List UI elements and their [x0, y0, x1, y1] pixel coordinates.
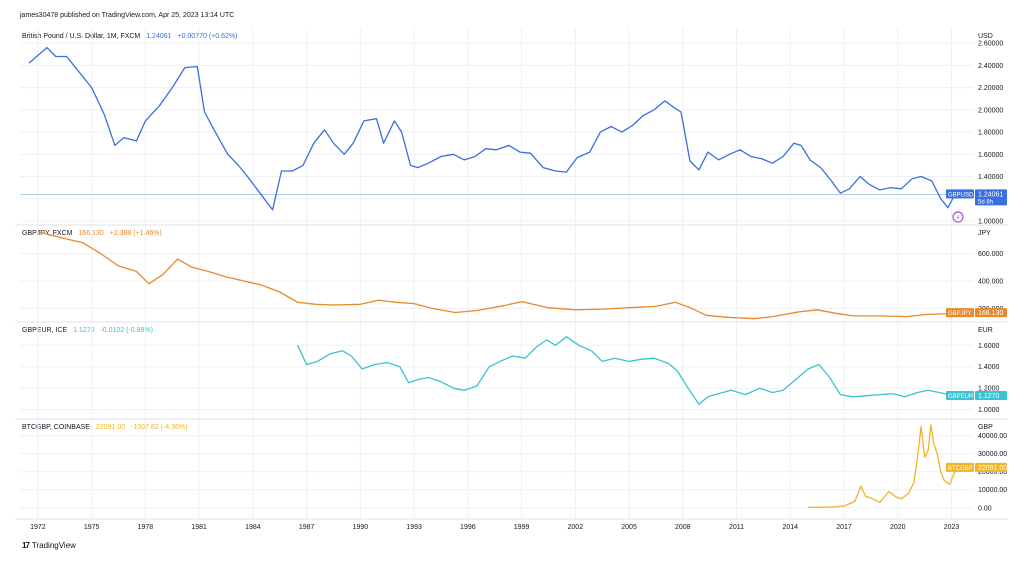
btcgbp-badge-value-bg — [975, 462, 1007, 472]
gbpeur-badge-symbol-bg — [946, 391, 974, 401]
time-axis-label: 2017 — [836, 524, 852, 531]
time-axis-label: 1978 — [138, 524, 154, 531]
gbpeur-badge-value: 1.1270 — [978, 393, 1000, 400]
publish-header: james30478 published on TradingView.com,… — [20, 12, 235, 19]
gbpusd-tick-label: 1.60000 — [978, 152, 1003, 159]
btcgbp-series-line — [808, 424, 958, 509]
gbpusd-tick-label: 2.60000 — [978, 41, 1003, 48]
gbpusd-badge-symbol: GBPUSD — [948, 192, 974, 198]
gbpusd-badge-symbol-bg — [946, 189, 974, 199]
gbpusd-badge-countdown: 5d 8h — [978, 199, 993, 205]
time-axis-label: 1972 — [30, 524, 46, 531]
btcgbp-tick-label: 0.00 — [978, 505, 992, 512]
time-axis-label: 1975 — [84, 524, 100, 531]
time-axis-label: 1987 — [299, 524, 315, 531]
btcgbp-tick-label: 10000.00 — [978, 487, 1007, 494]
gbpusd-change: +0.00770 (+0.62%) — [177, 33, 238, 40]
gbpusd-last-value: 1.24061 — [146, 33, 172, 40]
gbpjpy-badge-value-bg — [975, 308, 1007, 318]
gbpusd-unit-label: USD — [978, 33, 993, 40]
gbpusd-series-line — [28, 46, 956, 211]
gbpusd-tick-label: 2.40000 — [978, 63, 1003, 70]
gbpjpy-tick-label: 400.000 — [978, 279, 1003, 286]
gbpjpy-badge-symbol-bg — [946, 308, 974, 318]
btcgbp-legend: BTCGBP, COINBASE 22091.00 -1007.82 (-4.3… — [22, 424, 187, 431]
gbpeur-tick-label: 1.2000 — [978, 386, 1000, 393]
btcgbp-tick-label: 20000.00 — [978, 469, 1007, 476]
btcgbp-title: BTCGBP, COINBASE — [22, 424, 90, 431]
gbpeur-legend: GBPEUR, ICE 1.1270 -0.0102 (-0.89%) — [22, 327, 153, 334]
gbpeur-series-line — [297, 336, 958, 405]
time-axis-label: 2005 — [621, 524, 637, 531]
gbpusd-badge-value: 1.24061 — [978, 191, 1003, 198]
gbpeur-change: -0.0102 (-0.89%) — [100, 327, 153, 334]
gbpeur-unit-label: EUR — [978, 327, 993, 334]
gbpjpy-last-value: 166.130 — [78, 230, 104, 237]
btcgbp-tick-label: 30000.00 — [978, 451, 1007, 458]
time-axis-label: 2011 — [729, 524, 744, 531]
btcgbp-badge-value: 22091.00 — [978, 465, 1007, 472]
gbpjpy-badge-value: 166.130 — [978, 310, 1003, 317]
btcgbp-unit-label: GBP — [978, 424, 993, 431]
gbpjpy-tick-label: 600.000 — [978, 251, 1003, 258]
event-marker-glyph: ⚡ — [956, 214, 961, 222]
gbpjpy-series-line — [37, 231, 956, 320]
gbpjpy-change: +2.388 (+1.46%) — [109, 230, 162, 237]
btcgbp-tick-label: 40000.00 — [978, 433, 1007, 440]
gbpeur-tick-label: 1.0000 — [978, 407, 1000, 414]
time-axis-label: 1990 — [353, 524, 369, 531]
gbpeur-badge-symbol: GBPEUR — [948, 394, 974, 400]
time-axis-label: 1993 — [406, 524, 422, 531]
gbpusd-tick-label: 2.00000 — [978, 107, 1003, 114]
gbpeur-badge-value-bg — [975, 391, 1007, 401]
gbpusd-tick-label: 1.80000 — [978, 130, 1003, 137]
gbpusd-tick-label: 1.00000 — [978, 219, 1003, 226]
time-axis-label: 2008 — [675, 524, 691, 531]
time-axis-label: 1996 — [460, 524, 476, 531]
gbpusd-title: British Pound / U.S. Dollar, 1M, FXCM — [22, 33, 141, 40]
gbpjpy-unit-label: JPY — [978, 230, 991, 237]
tradingview-footer: 17 TradingView — [22, 541, 76, 550]
gbpeur-tick-label: 1.6000 — [978, 343, 1000, 350]
time-axis-label: 2014 — [782, 524, 798, 531]
gbpeur-last-value: 1.1270 — [73, 327, 95, 334]
time-axis-label: 1999 — [514, 524, 530, 531]
time-axis-label: 2023 — [944, 524, 960, 531]
event-marker-icon — [952, 211, 964, 223]
time-axis-label: 2002 — [568, 524, 584, 531]
btcgbp-change: -1007.82 (-4.36%) — [131, 424, 188, 431]
time-axis-label: 1984 — [245, 524, 261, 531]
time-axis-label: 2020 — [890, 524, 906, 531]
tradingview-brand: TradingView — [31, 541, 76, 550]
gbpeur-title: GBPEUR, ICE — [22, 327, 68, 334]
btcgbp-badge-symbol-bg — [946, 462, 974, 472]
gbpusd-badge-value-bg — [975, 189, 1007, 206]
btcgbp-badge-symbol: BTCGBP — [948, 466, 973, 472]
gbpusd-tick-label: 2.20000 — [978, 85, 1003, 92]
tradingview-logo-icon: 17 — [22, 541, 30, 550]
btcgbp-last-value: 22091.00 — [95, 424, 126, 431]
gbpjpy-badge-symbol: GBPJPY — [948, 311, 972, 317]
gbpusd-legend: British Pound / U.S. Dollar, 1M, FXCM 1.… — [22, 33, 237, 40]
gbpusd-tick-label: 1.40000 — [978, 174, 1003, 181]
time-axis-label: 1981 — [191, 524, 207, 531]
gbpeur-tick-label: 1.4000 — [978, 364, 1000, 371]
